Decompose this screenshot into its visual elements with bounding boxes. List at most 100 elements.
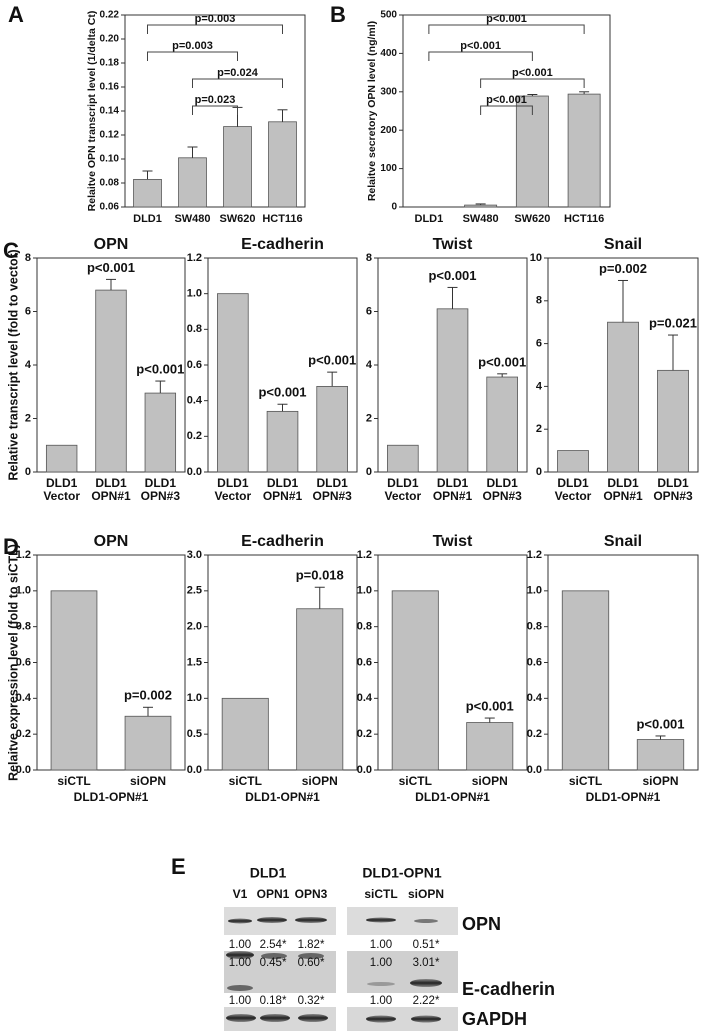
bracket bbox=[428, 24, 585, 34]
quant: 1.00 bbox=[370, 957, 392, 969]
x-axis-label: DLD1-OPN#1 bbox=[245, 790, 320, 804]
bar bbox=[268, 121, 297, 208]
blot-row-label: OPN bbox=[462, 914, 501, 934]
chart-title: OPN bbox=[94, 533, 129, 550]
chart-title: OPN bbox=[94, 236, 129, 253]
x-tick-label: SW620 bbox=[514, 213, 550, 225]
band bbox=[414, 919, 438, 923]
bracket bbox=[192, 105, 238, 115]
y-tick-label: 0.4 bbox=[16, 692, 32, 704]
bar bbox=[561, 590, 610, 771]
bracket bbox=[480, 78, 585, 88]
panel-label: B bbox=[330, 2, 346, 27]
y-tick-label: 1.0 bbox=[187, 288, 202, 300]
band bbox=[366, 1015, 396, 1023]
band bbox=[226, 951, 254, 959]
y-tick-label: 1.5 bbox=[187, 656, 202, 668]
x-tick-label: siCTL bbox=[57, 774, 90, 788]
bar bbox=[391, 590, 439, 771]
bracket bbox=[147, 24, 283, 34]
p-value: p<0.001 bbox=[258, 385, 306, 400]
bar bbox=[316, 385, 348, 473]
bar bbox=[223, 126, 252, 208]
x-tick-label: HCT116 bbox=[262, 213, 302, 225]
bar bbox=[387, 444, 419, 473]
quant: 1.00 bbox=[370, 995, 392, 1007]
blot-bg bbox=[347, 951, 458, 993]
bar bbox=[657, 369, 689, 473]
x-tick-label: DLD1 Vector bbox=[43, 476, 80, 503]
y-tick-label: 1.0 bbox=[527, 585, 542, 597]
bracket bbox=[192, 78, 283, 88]
y-tick-label: 0.6 bbox=[16, 656, 31, 668]
chart-title: Twist bbox=[433, 533, 473, 550]
y-tick-label: 0.2 bbox=[187, 430, 202, 442]
y-tick-label: 0.0 bbox=[187, 466, 202, 478]
x-tick-label: DLD1 Vector bbox=[555, 476, 592, 503]
x-tick-label: DLD1 OPN#3 bbox=[312, 476, 352, 503]
p-value: p=0.021 bbox=[649, 315, 697, 330]
x-tick-label: SW480 bbox=[463, 213, 499, 225]
panel-label: C bbox=[3, 238, 19, 263]
y-tick-label: 0.16 bbox=[100, 82, 120, 93]
y-tick-label: 6 bbox=[25, 305, 31, 317]
y-tick-label: 1.2 bbox=[187, 252, 202, 264]
y-tick-label: 1.0 bbox=[357, 585, 372, 597]
x-tick-label: DLD1 OPN#3 bbox=[141, 476, 181, 503]
y-tick-label: 500 bbox=[380, 10, 397, 21]
x-tick-label: DLD1 OPN#1 bbox=[263, 476, 303, 503]
y-tick-label: 0.0 bbox=[16, 764, 31, 776]
y-tick-label: 0 bbox=[25, 466, 31, 478]
x-tick-label: DLD1 OPN#1 bbox=[603, 476, 643, 503]
y-tick-label: 1.2 bbox=[527, 549, 542, 561]
panel-label: D bbox=[3, 534, 19, 559]
y-tick-label: 0.6 bbox=[357, 656, 372, 668]
y-tick-label: 0.4 bbox=[357, 692, 373, 704]
band bbox=[366, 917, 396, 923]
bar bbox=[221, 697, 269, 771]
x-axis-label: DLD1-OPN#1 bbox=[74, 790, 149, 804]
x-tick-label: DLD1 bbox=[415, 213, 444, 225]
x-tick-label: siCTL bbox=[229, 774, 262, 788]
y-tick-label: 6 bbox=[366, 305, 372, 317]
bar bbox=[466, 722, 514, 771]
y-axis-label: Relaitve OPN transcript level (1/delta C… bbox=[86, 11, 98, 212]
quant: 1.00 bbox=[229, 995, 251, 1007]
lane-label: V1 bbox=[233, 887, 248, 901]
bracket bbox=[147, 51, 238, 61]
p-value: p<0.001 bbox=[136, 361, 184, 376]
bar bbox=[607, 321, 639, 473]
p-value: p=0.002 bbox=[599, 261, 647, 276]
quant: 1.00 bbox=[370, 939, 392, 951]
y-tick-label: 0.10 bbox=[100, 154, 120, 165]
x-tick-label: siCTL bbox=[569, 774, 602, 788]
x-tick-label: DLD1 OPN#3 bbox=[653, 476, 693, 503]
y-tick-label: 0 bbox=[536, 466, 542, 478]
bar bbox=[266, 410, 299, 473]
chart-title: Snail bbox=[604, 236, 642, 253]
y-tick-label: 0.0 bbox=[187, 764, 202, 776]
band bbox=[257, 917, 287, 923]
blot-row-label: GAPDH bbox=[462, 1009, 527, 1029]
chart-title: Twist bbox=[433, 236, 473, 253]
x-tick-label: DLD1 bbox=[133, 213, 162, 225]
quant: 0.32* bbox=[298, 995, 325, 1007]
bracket-label: p<0.001 bbox=[486, 94, 527, 106]
bar bbox=[144, 392, 177, 473]
blot-bg bbox=[347, 1007, 458, 1031]
y-tick-label: 0 bbox=[366, 466, 372, 478]
x-axis-label: DLD1-OPN#1 bbox=[415, 790, 490, 804]
y-tick-label: 400 bbox=[380, 48, 397, 59]
band bbox=[411, 1015, 441, 1023]
quant: 0.18* bbox=[260, 995, 287, 1007]
y-tick-label: 300 bbox=[380, 86, 397, 97]
y-tick-label: 0.14 bbox=[100, 106, 120, 117]
quant: 1.82* bbox=[298, 939, 325, 951]
y-axis-label: Relative transcript level (fold to vecto… bbox=[6, 249, 20, 480]
bar bbox=[296, 608, 344, 771]
y-tick-label: 4 bbox=[25, 359, 32, 371]
blot-images bbox=[224, 907, 458, 1031]
y-tick-label: 4 bbox=[366, 359, 373, 371]
y-tick-label: 8 bbox=[536, 295, 542, 307]
bar bbox=[217, 293, 249, 473]
